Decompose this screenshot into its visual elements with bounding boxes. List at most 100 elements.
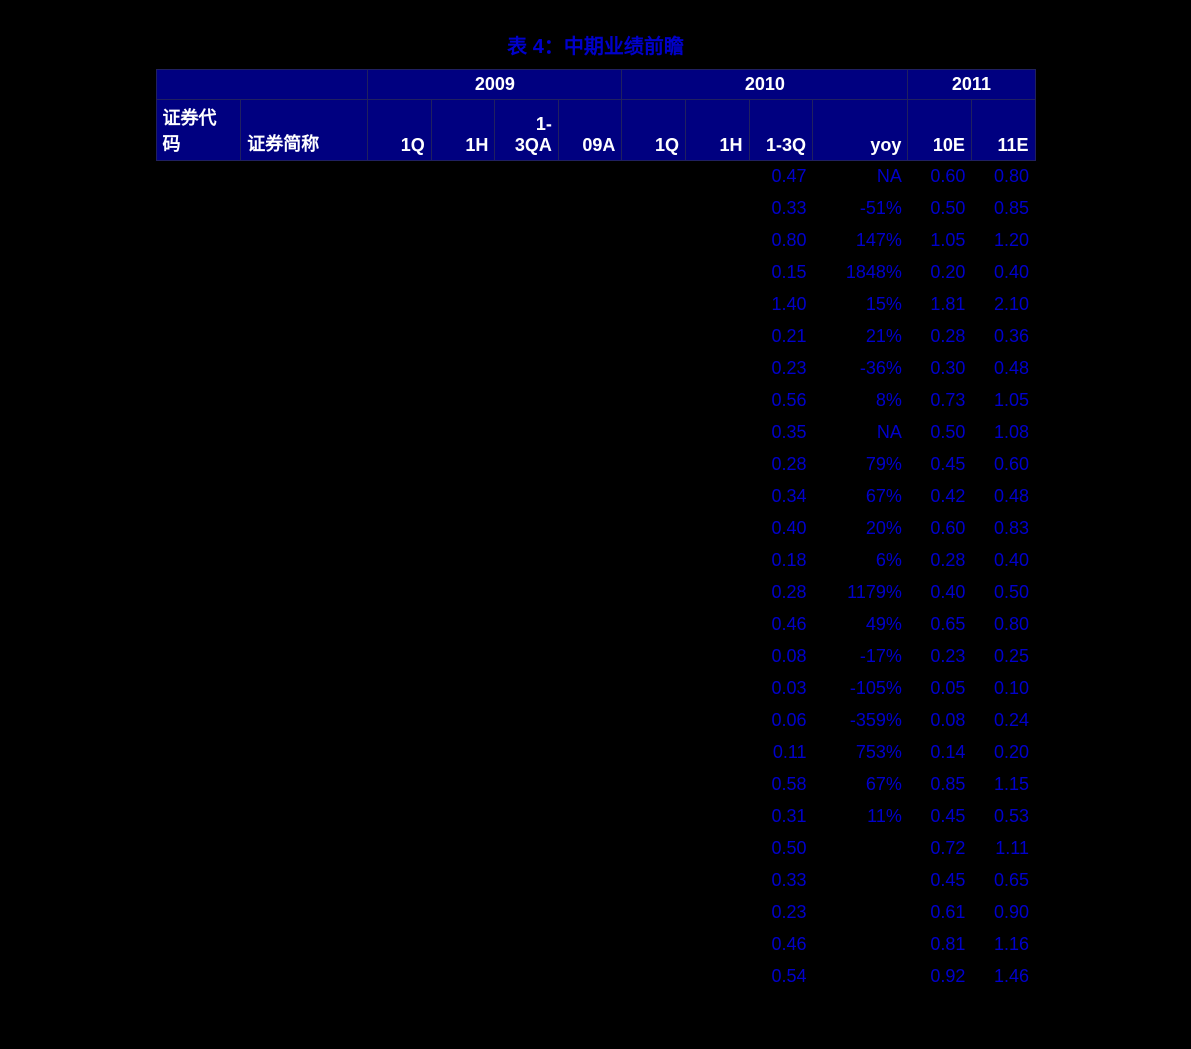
cell-h1_09 [431,481,495,513]
cell-code [156,161,241,193]
table-row: 0.3111%0.450.53 [156,801,1035,833]
col-09a: 09A [558,100,622,161]
cell-q3a_09 [495,801,559,833]
cell-q1_10 [622,257,686,289]
cell-e11: 0.36 [971,321,1035,353]
cell-q3a_09 [495,225,559,257]
cell-e10: 0.50 [908,193,972,225]
cell-q3_10: 0.34 [749,481,813,513]
cell-q1_09 [368,545,432,577]
cell-q3a_09 [495,513,559,545]
cell-q3a_09 [495,161,559,193]
cell-q1_10 [622,321,686,353]
col-1h-10: 1H [685,100,749,161]
cell-code [156,609,241,641]
cell-e11: 0.85 [971,193,1035,225]
cell-yoy: -51% [813,193,908,225]
cell-q3_10: 0.47 [749,161,813,193]
cell-q1_09 [368,513,432,545]
cell-code [156,321,241,353]
cell-h1_09 [431,865,495,897]
cell-yoy: 15% [813,289,908,321]
cell-e10: 0.28 [908,545,972,577]
cell-e11: 1.05 [971,385,1035,417]
cell-a09 [558,961,622,993]
cell-q1_10 [622,225,686,257]
cell-code [156,705,241,737]
cell-name [241,161,368,193]
cell-h1_09 [431,513,495,545]
cell-yoy: 20% [813,513,908,545]
cell-h1_10 [685,769,749,801]
cell-h1_10 [685,449,749,481]
cell-q1_09 [368,385,432,417]
col-yoy: yoy [813,100,908,161]
cell-h1_09 [431,673,495,705]
cell-code [156,641,241,673]
cell-code [156,481,241,513]
cell-q1_10 [622,673,686,705]
cell-q3a_09 [495,193,559,225]
cell-yoy: 67% [813,769,908,801]
cell-name [241,609,368,641]
cell-code [156,897,241,929]
cell-a09 [558,737,622,769]
cell-q3_10: 0.08 [749,641,813,673]
cell-e11: 0.40 [971,545,1035,577]
table-row: 0.281179%0.400.50 [156,577,1035,609]
cell-yoy: NA [813,417,908,449]
col-1h-09: 1H [431,100,495,161]
cell-q3a_09 [495,481,559,513]
table-row: 0.23-36%0.300.48 [156,353,1035,385]
cell-h1_09 [431,833,495,865]
cell-name [241,577,368,609]
cell-e11: 0.53 [971,801,1035,833]
cell-a09 [558,609,622,641]
cell-e11: 1.16 [971,929,1035,961]
cell-q3_10: 0.06 [749,705,813,737]
col-1q-10: 1Q [622,100,686,161]
cell-code [156,737,241,769]
cell-h1_10 [685,833,749,865]
cell-e11: 0.48 [971,353,1035,385]
cell-yoy: 8% [813,385,908,417]
table-row: 0.2121%0.280.36 [156,321,1035,353]
cell-code [156,513,241,545]
cell-e10: 1.81 [908,289,972,321]
cell-q1_10 [622,161,686,193]
table-row: 0.500.721.11 [156,833,1035,865]
cell-e11: 0.83 [971,513,1035,545]
table-row: 0.11753%0.140.20 [156,737,1035,769]
cell-h1_09 [431,321,495,353]
cell-h1_10 [685,321,749,353]
cell-q1_10 [622,577,686,609]
cell-q1_09 [368,769,432,801]
cell-name [241,289,368,321]
table-row: 0.33-51%0.500.85 [156,193,1035,225]
cell-code [156,769,241,801]
cell-name [241,897,368,929]
cell-e10: 0.73 [908,385,972,417]
cell-a09 [558,289,622,321]
table-row: 0.2879%0.450.60 [156,449,1035,481]
table-row: 0.540.921.46 [156,961,1035,993]
cell-a09 [558,193,622,225]
cell-e10: 0.23 [908,641,972,673]
cell-h1_09 [431,225,495,257]
cell-h1_09 [431,609,495,641]
cell-q3a_09 [495,545,559,577]
table-row: 0.3467%0.420.48 [156,481,1035,513]
cell-e10: 0.30 [908,353,972,385]
cell-q1_09 [368,897,432,929]
cell-a09 [558,321,622,353]
cell-q1_10 [622,193,686,225]
cell-q1_09 [368,289,432,321]
cell-q3_10: 0.40 [749,513,813,545]
cell-yoy: 6% [813,545,908,577]
cell-code [156,257,241,289]
cell-e11: 1.15 [971,769,1035,801]
cell-q1_09 [368,257,432,289]
cell-q3_10: 0.28 [749,449,813,481]
cell-e11: 1.08 [971,417,1035,449]
cell-yoy: 1848% [813,257,908,289]
